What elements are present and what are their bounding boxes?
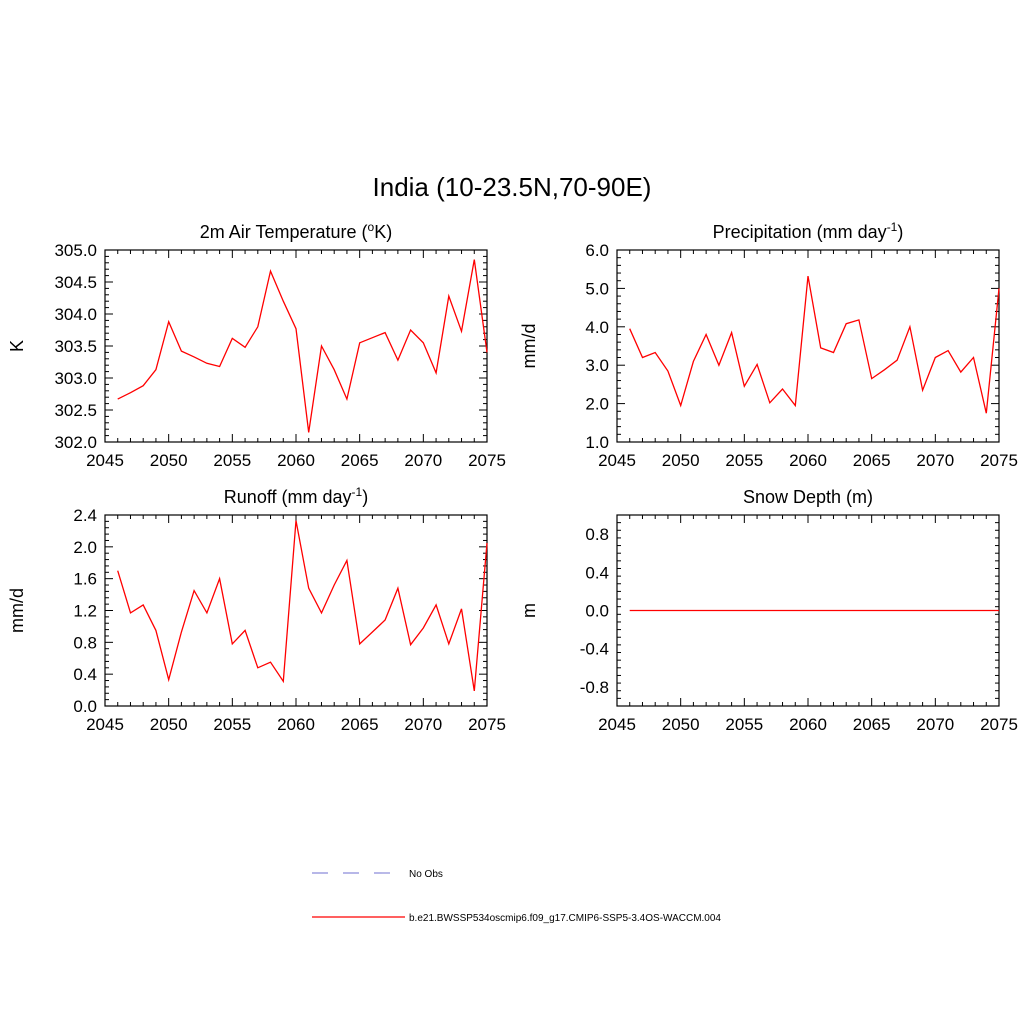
y-tick-label: 0.8 [585, 525, 609, 544]
y-tick-label: -0.4 [580, 640, 609, 659]
panel-3: 2045 2050 2055 2060 2065 2070 2075 0.0 0.4 0.8 1.2… [7, 485, 506, 734]
x-tick-label: 2045 [598, 715, 636, 734]
x-tick-label: 2055 [213, 451, 251, 470]
x-tick-label: 2070 [404, 715, 442, 734]
x-tick-label: 2075 [980, 451, 1018, 470]
x-tick-label: 2060 [277, 451, 315, 470]
y-tick-label: 303.0 [54, 369, 97, 388]
x-tick-label: 2055 [725, 715, 763, 734]
panel-title: Snow Depth (m) [743, 487, 873, 507]
y-axis-label: m [519, 603, 539, 618]
y-tick-label: 2.0 [73, 538, 97, 557]
panel-4: 2045 2050 2055 2060 2065 2070 2075 -0.8 -0.4 0.0 0… [519, 487, 1018, 734]
x-tick-label: 2060 [277, 715, 315, 734]
plot-frame [104, 514, 488, 707]
y-axis-label: K [7, 340, 27, 352]
y-tick-label: 0.8 [73, 633, 97, 652]
legend-label: b.e21.BWSSP534oscmip6.f09_g17.CMIP6-SSP5… [409, 913, 721, 924]
x-tick-label: 2055 [213, 715, 251, 734]
figure-title: India (10-23.5N,70-90E) [373, 172, 652, 202]
panel-title: 2m Air Temperature (oK) [200, 220, 392, 242]
y-tick-label: 0.0 [73, 697, 97, 716]
y-tick-label: 304.5 [54, 273, 97, 292]
x-tick-label: 2070 [916, 715, 954, 734]
x-tick-label: 2065 [853, 715, 891, 734]
y-tick-label: 303.5 [54, 337, 97, 356]
y-tick-label: -0.8 [580, 678, 609, 697]
y-tick-label: 1.6 [73, 570, 97, 589]
x-tick-label: 2070 [916, 451, 954, 470]
y-tick-label: 305.0 [54, 241, 97, 260]
x-tick-label: 2075 [468, 715, 506, 734]
x-tick-label: 2060 [789, 451, 827, 470]
y-tick-label: 302.0 [54, 433, 97, 452]
x-tick-label: 2075 [468, 451, 506, 470]
series-line [117, 520, 488, 692]
panel-title: Runoff (mm day-1) [224, 485, 368, 507]
x-tick-label: 2050 [150, 451, 188, 470]
x-tick-label: 2065 [853, 451, 891, 470]
x-tick-label: 2075 [980, 715, 1018, 734]
x-tick-label: 2065 [341, 715, 379, 734]
panel-2: 2045 2050 2055 2060 2065 2070 2075 1.0 2.0 3.0 4.0… [519, 220, 1018, 470]
x-tick-label: 2045 [86, 451, 124, 470]
y-tick-label: 1.0 [585, 433, 609, 452]
x-tick-label: 2070 [404, 451, 442, 470]
y-tick-label: 3.0 [585, 356, 609, 375]
y-tick-label: 2.0 [585, 395, 609, 414]
y-tick-label: 0.0 [585, 602, 609, 621]
x-tick-label: 2050 [662, 715, 700, 734]
x-tick-label: 2060 [789, 715, 827, 734]
y-tick-label: 5.0 [585, 279, 609, 298]
legend-label: No Obs [409, 869, 443, 880]
x-tick-label: 2050 [662, 451, 700, 470]
y-tick-label: 2.4 [73, 506, 97, 525]
x-tick-label: 2045 [86, 715, 124, 734]
y-axis-label: mm/d [7, 588, 27, 633]
series-line [117, 259, 488, 433]
y-tick-label: 1.2 [73, 602, 97, 621]
panel-1: 2045 2050 2055 2060 2065 2070 2075 302.0 302.5 30… [7, 220, 506, 470]
y-axis-label: mm/d [519, 324, 539, 369]
legend: No Obs b.e21.BWSSP534oscmip6.f09_g17.CMIP… [312, 869, 721, 924]
x-tick-label: 2050 [150, 715, 188, 734]
y-tick-label: 0.4 [585, 563, 609, 582]
y-tick-label: 4.0 [585, 318, 609, 337]
y-tick-label: 304.0 [54, 305, 97, 324]
x-tick-label: 2055 [725, 451, 763, 470]
y-tick-label: 302.5 [54, 401, 97, 420]
series-line [629, 275, 1000, 414]
x-tick-label: 2065 [341, 451, 379, 470]
x-tick-label: 2045 [598, 451, 636, 470]
y-tick-label: 6.0 [585, 241, 609, 260]
panel-title: Precipitation (mm day-1) [713, 220, 904, 242]
y-tick-label: 0.4 [73, 665, 97, 684]
